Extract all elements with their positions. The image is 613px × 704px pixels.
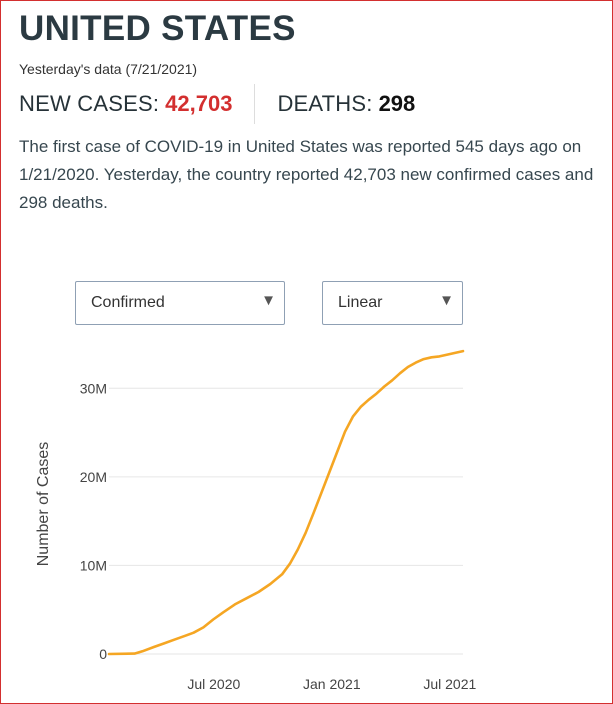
- stats-bar: NEW CASES: 42,703 DEATHS: 298: [19, 84, 415, 124]
- x-tick-label: Jul 2020: [187, 676, 240, 692]
- page-title: UNITED STATES: [19, 9, 296, 48]
- grid-layer: [109, 387, 463, 655]
- deaths-label: DEATHS:: [277, 91, 373, 116]
- new-cases-label: NEW CASES:: [19, 91, 160, 116]
- y-tick-label: 10M: [80, 557, 107, 573]
- series-layer: [107, 349, 465, 656]
- x-tick-label: Jan 2021: [303, 676, 361, 692]
- metric-select-value: Confirmed: [91, 294, 165, 311]
- dropdown-caret-icon: ▼: [261, 292, 276, 309]
- y-axis-title: Number of Cases: [35, 442, 52, 567]
- x-tick-label: Jul 2021: [423, 676, 476, 692]
- series-line-confirmed: [107, 349, 465, 656]
- scale-select-value: Linear: [338, 294, 383, 311]
- deaths-stat: DEATHS: 298: [277, 91, 415, 117]
- metric-select[interactable]: Confirmed ▼: [75, 281, 285, 325]
- dropdown-caret-icon: ▼: [439, 292, 454, 309]
- scale-select[interactable]: Linear ▼: [322, 281, 463, 325]
- stats-divider: [254, 84, 256, 124]
- summary-text: The first case of COVID-19 in United Sta…: [19, 137, 594, 212]
- cases-chart: 0 10M 20M 30M Jul 2020 Jan 2021 Jul 2021 Numb…: [35, 349, 476, 692]
- new-cases-stat: NEW CASES: 42,703: [19, 91, 232, 117]
- y-axis-ticks: 0 10M 20M 30M: [80, 380, 107, 662]
- x-axis-ticks: Jul 2020 Jan 2021 Jul 2021: [187, 676, 476, 692]
- data-date: Yesterday's data (7/21/2021): [19, 61, 198, 77]
- y-tick-label: 0: [99, 646, 107, 662]
- y-tick-label: 30M: [80, 380, 107, 396]
- deaths-value: 298: [378, 91, 416, 116]
- y-tick-label: 20M: [80, 469, 107, 485]
- new-cases-value: 42,703: [165, 91, 233, 116]
